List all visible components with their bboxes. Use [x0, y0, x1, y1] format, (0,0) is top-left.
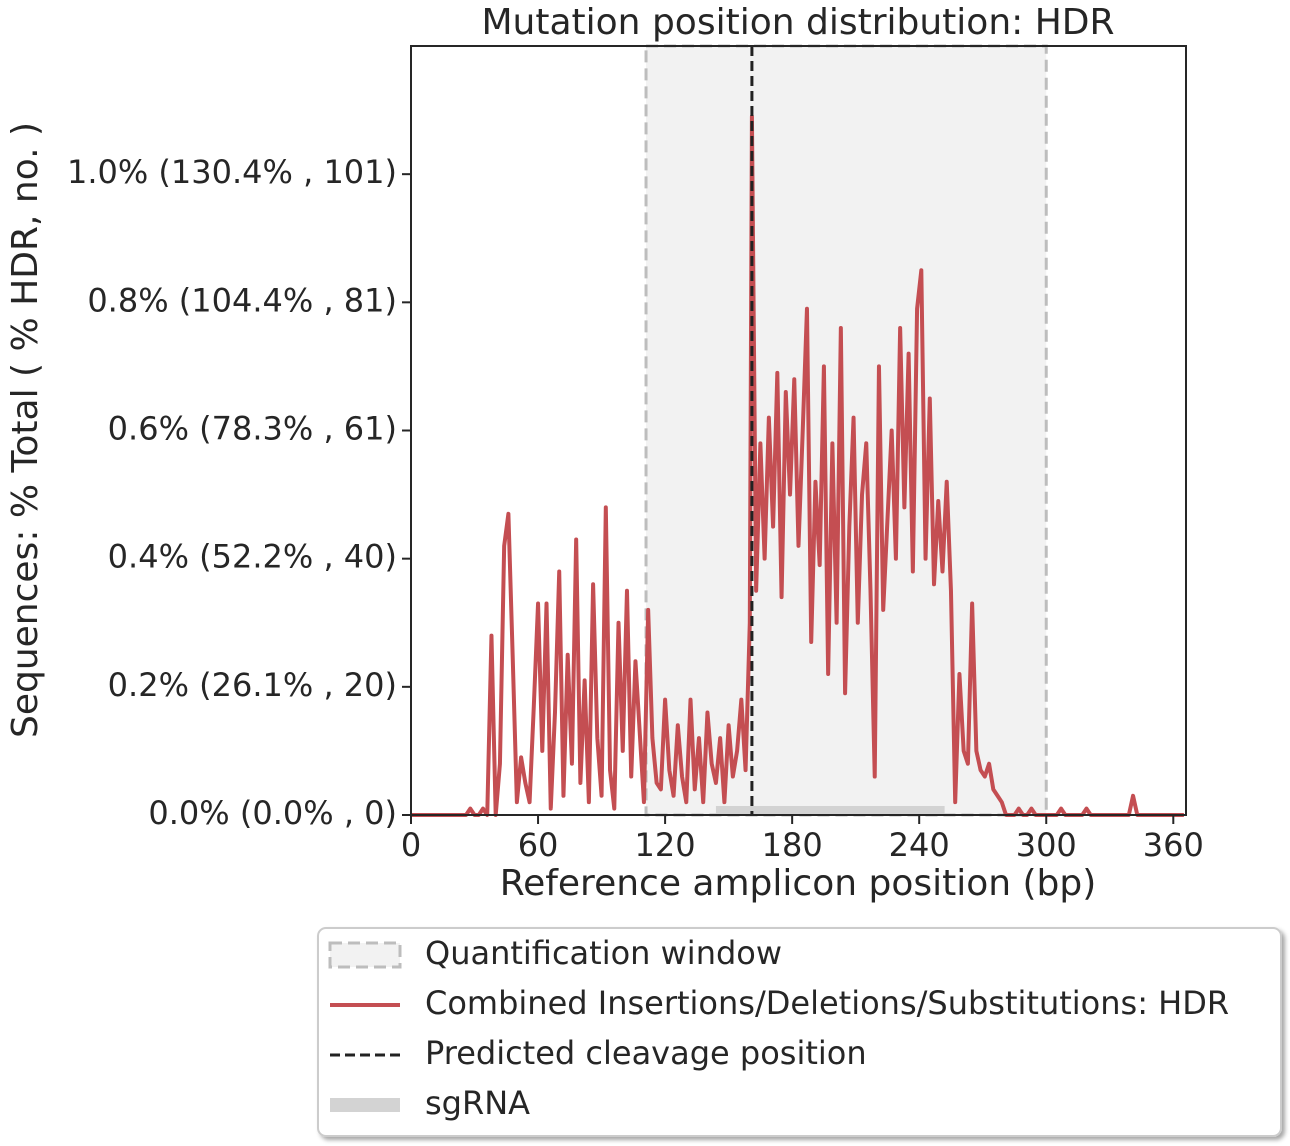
x-tick-label: 180 — [762, 826, 823, 864]
y-tick-label: 0.2% (26.1% , 20) — [108, 666, 397, 704]
y-axis-label: Sequences: % Total ( % HDR, no. ) — [5, 122, 46, 738]
legend-label: sgRNA — [425, 1084, 530, 1122]
x-tick-label: 0 — [401, 826, 421, 864]
x-axis-label: Reference amplicon position (bp) — [500, 863, 1097, 904]
legend-label: Quantification window — [425, 934, 782, 972]
legend-label: Predicted cleavage position — [425, 1034, 867, 1072]
legend: Quantification window Combined Insertions… — [317, 927, 1282, 1137]
x-tick-label: 300 — [1016, 826, 1077, 864]
y-tick-label: 0.0% (0.0% , 0) — [148, 794, 397, 832]
y-tick-label: 0.8% (104.4% , 81) — [87, 281, 397, 319]
legend-label: Combined Insertions/Deletions/Substituti… — [425, 984, 1229, 1022]
y-tick-label: 1.0% (130.4% , 101) — [67, 153, 397, 191]
x-tick-label: 240 — [889, 826, 950, 864]
legend-handle — [328, 941, 402, 969]
y-tick-label: 0.4% (52.2% , 40) — [108, 538, 397, 576]
x-tick-label: 120 — [635, 826, 696, 864]
x-tick-label: 60 — [518, 826, 559, 864]
y-tick-label: 0.6% (78.3% , 61) — [108, 410, 397, 448]
x-tick-label: 360 — [1143, 826, 1204, 864]
legend-box — [317, 927, 1282, 1137]
quantification-window — [644, 44, 1048, 817]
chart-title: Mutation position distribution: HDR — [481, 2, 1114, 43]
